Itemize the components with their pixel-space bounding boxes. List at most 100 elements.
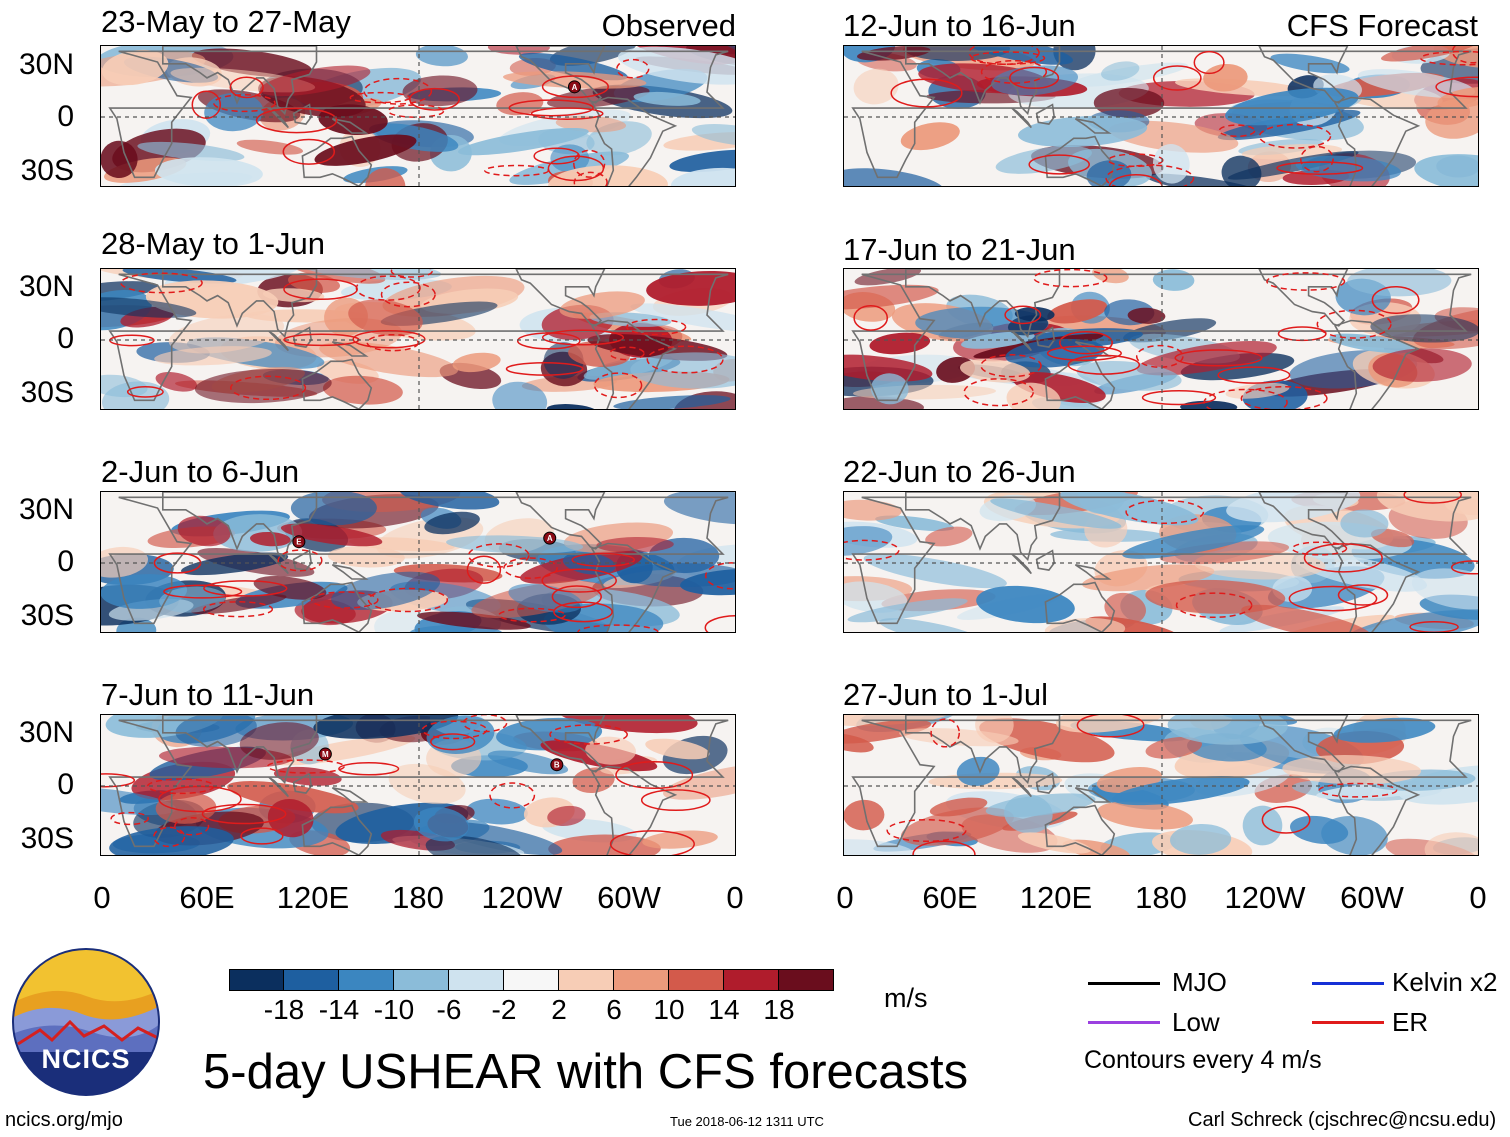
er-contour bbox=[1105, 164, 1195, 186]
coastline bbox=[590, 96, 678, 186]
er-contour bbox=[508, 99, 594, 117]
er-contour bbox=[163, 584, 243, 599]
anomaly-shading bbox=[1104, 592, 1146, 625]
er-contour bbox=[283, 278, 358, 301]
anomaly-shading bbox=[929, 797, 988, 817]
er-contour bbox=[1316, 309, 1392, 339]
storm-marker-label: A bbox=[572, 83, 578, 92]
er-contour bbox=[1033, 269, 1108, 288]
er-contour bbox=[1046, 345, 1122, 362]
colorbar-swatch bbox=[779, 969, 834, 991]
anomaly-shading bbox=[1055, 715, 1168, 733]
coastline bbox=[268, 776, 289, 798]
er-contour bbox=[338, 762, 400, 776]
er-contour bbox=[230, 375, 307, 401]
lon-tick-label: 0 bbox=[726, 880, 744, 915]
er-contour bbox=[1076, 715, 1145, 738]
coastline bbox=[301, 135, 373, 186]
anomaly-shading bbox=[1145, 579, 1286, 614]
anomaly-shading bbox=[424, 511, 480, 535]
colorbar-tick: -14 bbox=[318, 994, 360, 1025]
er-contour bbox=[191, 90, 222, 119]
er-contour bbox=[912, 840, 976, 855]
legend-line-mjo bbox=[1088, 982, 1160, 985]
er-contour bbox=[1261, 805, 1311, 834]
logo-text: NCICS bbox=[41, 1044, 131, 1074]
panel-title: 7-Jun to 11-Jun bbox=[101, 677, 315, 712]
anomaly-shading bbox=[617, 46, 735, 85]
colorbar-swatch bbox=[559, 969, 614, 991]
legend-line-er bbox=[1312, 1021, 1384, 1024]
footer-author: Carl Schreck (cjschrec@ncsu.edu) bbox=[1188, 1109, 1497, 1131]
anomaly-shading bbox=[550, 144, 590, 173]
panel-title: 27-Jun to 1-Jul bbox=[843, 677, 1049, 712]
colorbar-swatch bbox=[449, 969, 504, 991]
anomaly-shading bbox=[159, 586, 226, 613]
anomaly-shading bbox=[645, 738, 710, 760]
anomaly-shading bbox=[1333, 717, 1436, 743]
anomaly-shading bbox=[900, 122, 960, 151]
er-contour bbox=[363, 77, 433, 105]
panel-title: 28-May to 1-Jun bbox=[101, 226, 325, 261]
coastline bbox=[1011, 553, 1032, 575]
er-contour bbox=[380, 281, 436, 308]
coastline bbox=[1074, 564, 1112, 580]
er-contour bbox=[503, 557, 558, 579]
coastline bbox=[851, 496, 1472, 625]
coastline bbox=[1044, 581, 1116, 632]
map-svg: A bbox=[101, 46, 735, 186]
anomaly-shading bbox=[663, 132, 735, 151]
coastline bbox=[1258, 46, 1349, 104]
panel-title: 17-Jun to 21-Jun bbox=[843, 232, 1076, 267]
storm-marker bbox=[550, 758, 564, 772]
anomaly-shading bbox=[1012, 372, 1106, 403]
coastline bbox=[515, 492, 606, 550]
anomaly-shading bbox=[287, 272, 341, 293]
footer-timestamp: Tue 2018-06-12 1311 UTC bbox=[670, 1114, 824, 1129]
anomaly-shading bbox=[227, 781, 359, 814]
anomaly-shading bbox=[101, 297, 197, 318]
coastline bbox=[1258, 715, 1349, 773]
er-contour bbox=[930, 718, 961, 748]
colorbar-tick: -18 bbox=[263, 994, 305, 1025]
colorbar-tick: -10 bbox=[373, 994, 415, 1025]
colorbar-swatch bbox=[339, 969, 394, 991]
lon-tick-label: 120E bbox=[276, 880, 350, 915]
er-contour bbox=[1175, 592, 1253, 619]
colorbar-swatch bbox=[614, 969, 669, 991]
map-svg bbox=[844, 492, 1478, 632]
er-contour bbox=[626, 318, 687, 336]
er-contour bbox=[704, 562, 735, 590]
er-contour bbox=[541, 75, 609, 99]
lon-tick-label: 60W bbox=[1340, 880, 1404, 915]
map-panel bbox=[100, 268, 736, 410]
legend-label-kelvin: Kelvin x2 bbox=[1392, 967, 1498, 997]
er-contour bbox=[203, 580, 288, 597]
storm-marker-label: A bbox=[547, 534, 553, 543]
anomaly-shading bbox=[518, 52, 628, 81]
lat-tick-label: 30N bbox=[18, 493, 74, 526]
coastline bbox=[590, 319, 678, 409]
er-contour bbox=[1266, 272, 1346, 291]
anomaly-shading bbox=[844, 719, 932, 744]
anomaly-shading bbox=[1006, 382, 1061, 409]
footer-url[interactable]: ncics.org/mjo bbox=[5, 1109, 123, 1131]
er-contour bbox=[467, 543, 530, 568]
anomaly-shading bbox=[900, 807, 1014, 846]
anomaly-shading bbox=[1380, 46, 1478, 62]
contour-note: Contours every 4 m/s bbox=[1084, 1046, 1322, 1074]
er-contour bbox=[890, 78, 963, 108]
er-contour bbox=[310, 591, 379, 609]
coastline bbox=[1035, 549, 1056, 571]
er-contour bbox=[240, 827, 284, 845]
anomaly-shading bbox=[466, 798, 528, 825]
panel-title: 22-Jun to 26-Jun bbox=[843, 454, 1076, 489]
anomaly-shading bbox=[1424, 832, 1478, 855]
anomaly-shading bbox=[844, 499, 902, 521]
lat-tick-label: 30N bbox=[18, 716, 74, 749]
anomaly-shading bbox=[547, 85, 650, 109]
legend-label-mjo: MJO bbox=[1172, 967, 1227, 997]
coastline bbox=[331, 787, 369, 803]
anomaly-shading bbox=[844, 168, 945, 186]
er-contour bbox=[1067, 354, 1141, 375]
